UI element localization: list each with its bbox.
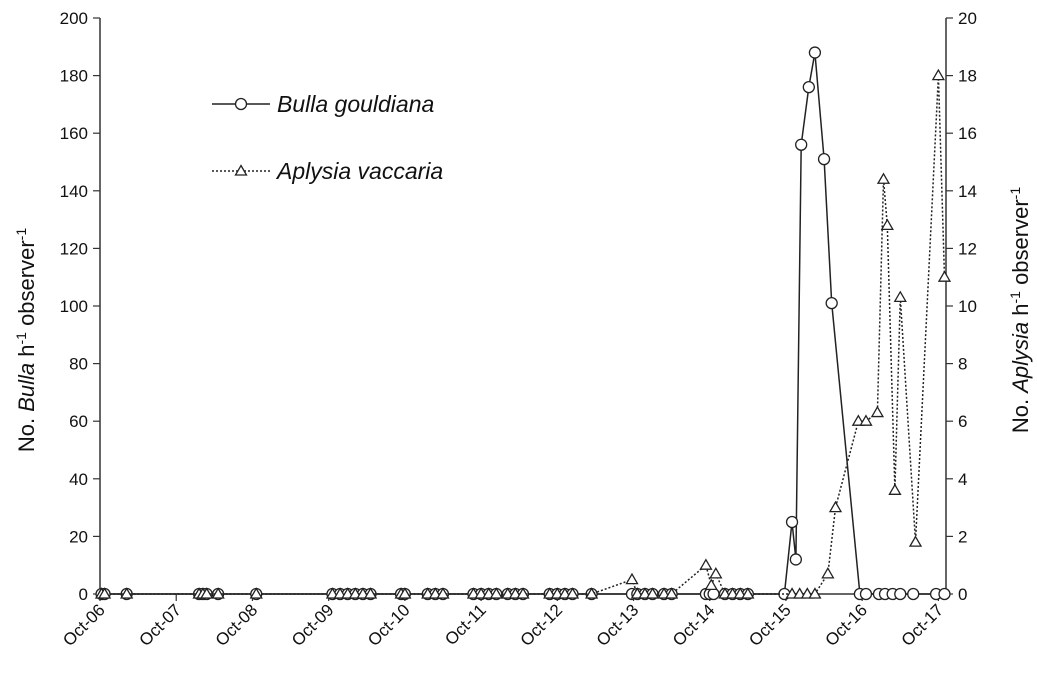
y-right-tick-label: 0 [958,585,967,604]
data-point [565,587,580,599]
data-point [808,587,822,599]
y-left-tick-label: 120 [60,239,88,258]
series-line [101,75,946,595]
data-point [828,500,843,513]
y-left-axis-title: No. Bulla h-1 observer-1 [13,228,39,452]
y-right-tick-label: 10 [958,297,977,316]
data-point [664,587,679,599]
data-point [741,587,755,599]
data-point [893,290,907,303]
data-point [825,296,838,310]
y-left-axis-ticks: 0 20 40 60 80 100 120 140 160 180 200 [60,9,100,604]
series-line [101,52,945,595]
series-layer [94,46,952,601]
x-tick-label: Oct-16 [821,600,871,650]
data-point [704,578,718,591]
y-left-tick-label: 40 [69,470,88,489]
data-point [908,535,923,547]
legend-marker-bulla [234,97,248,111]
data-point [870,405,885,418]
data-point [707,587,720,601]
data-point [625,572,639,585]
data-point [931,68,946,81]
data-point [584,587,599,599]
data-point [817,152,831,166]
data-point [200,587,214,599]
x-tick-label: Oct-06 [59,600,109,650]
series-0 [95,46,951,601]
x-tick-label: Oct-12 [517,600,567,650]
y-right-tick-label: 8 [958,355,967,374]
y-right-tick-label: 14 [958,182,977,201]
x-tick-label: Oct-11 [441,600,490,649]
data-point [937,270,952,282]
data-point [699,558,713,570]
data-point [489,587,503,599]
data-point [894,587,907,601]
data-point [363,587,378,599]
data-point [249,587,263,599]
y-right-tick-label: 4 [958,470,967,489]
data-point [436,587,450,599]
y-right-tick-label: 18 [958,67,977,86]
data-point [938,587,951,601]
legend: Bulla gouldiana Aplysia vaccaria [212,91,443,184]
y-right-axis-title: No. Aplysia h-1 observer-1 [1007,187,1033,433]
data-point [859,414,873,426]
y-right-tick-label: 12 [958,239,977,258]
data-point [795,138,808,151]
data-point [802,80,815,94]
x-tick-label: Oct-13 [593,600,643,650]
y-left-tick-label: 60 [69,412,88,431]
x-tick-label: Oct-09 [288,600,338,650]
y-left-tick-label: 200 [60,9,88,28]
data-point [876,172,891,184]
y-left-tick-label: 80 [69,355,88,374]
x-tick-label: Oct-14 [669,600,719,650]
data-point [808,46,822,59]
x-tick-label: Oct-15 [745,600,795,650]
data-point [709,567,723,579]
series-1 [94,68,952,599]
data-point [97,587,112,599]
data-point [859,587,873,601]
x-tick-label: Oct-07 [136,600,186,650]
data-point [120,587,134,599]
legend-marker-aplysia [234,164,248,176]
y-right-tick-label: 6 [958,412,967,431]
y-left-tick-label: 140 [60,182,88,201]
data-point [785,515,799,529]
y-left-tick-label: 100 [60,297,88,316]
data-point [821,567,835,579]
x-tick-label: Oct-08 [212,600,262,650]
y-left-tick-label: 0 [79,585,88,604]
y-right-tick-label: 20 [958,9,977,28]
data-point [516,587,530,599]
y-right-axis-ticks: 0 2 4 6 8 10 12 14 16 18 20 [946,9,977,604]
data-point [888,483,902,495]
y-left-tick-label: 180 [60,67,88,86]
legend-label-bulla: Bulla gouldiana [277,91,434,117]
y-right-tick-label: 2 [958,527,967,546]
data-point [789,553,803,566]
y-right-tick-label: 16 [958,124,977,143]
x-tick-label: Oct-10 [364,600,414,650]
data-point [880,218,894,231]
data-point [211,587,225,599]
x-axis-ticks: Oct-06 Oct-07 Oct-08 Oct-09 Oct-10 Oct-11 Oct-… [59,594,947,650]
data-point [907,587,920,601]
legend-label-aplysia: Aplysia vaccaria [275,158,443,184]
data-point [645,587,660,599]
y-left-tick-label: 160 [60,124,88,143]
data-point [398,587,412,599]
y-left-tick-label: 20 [69,527,88,546]
x-tick-label: Oct-17 [898,600,948,650]
